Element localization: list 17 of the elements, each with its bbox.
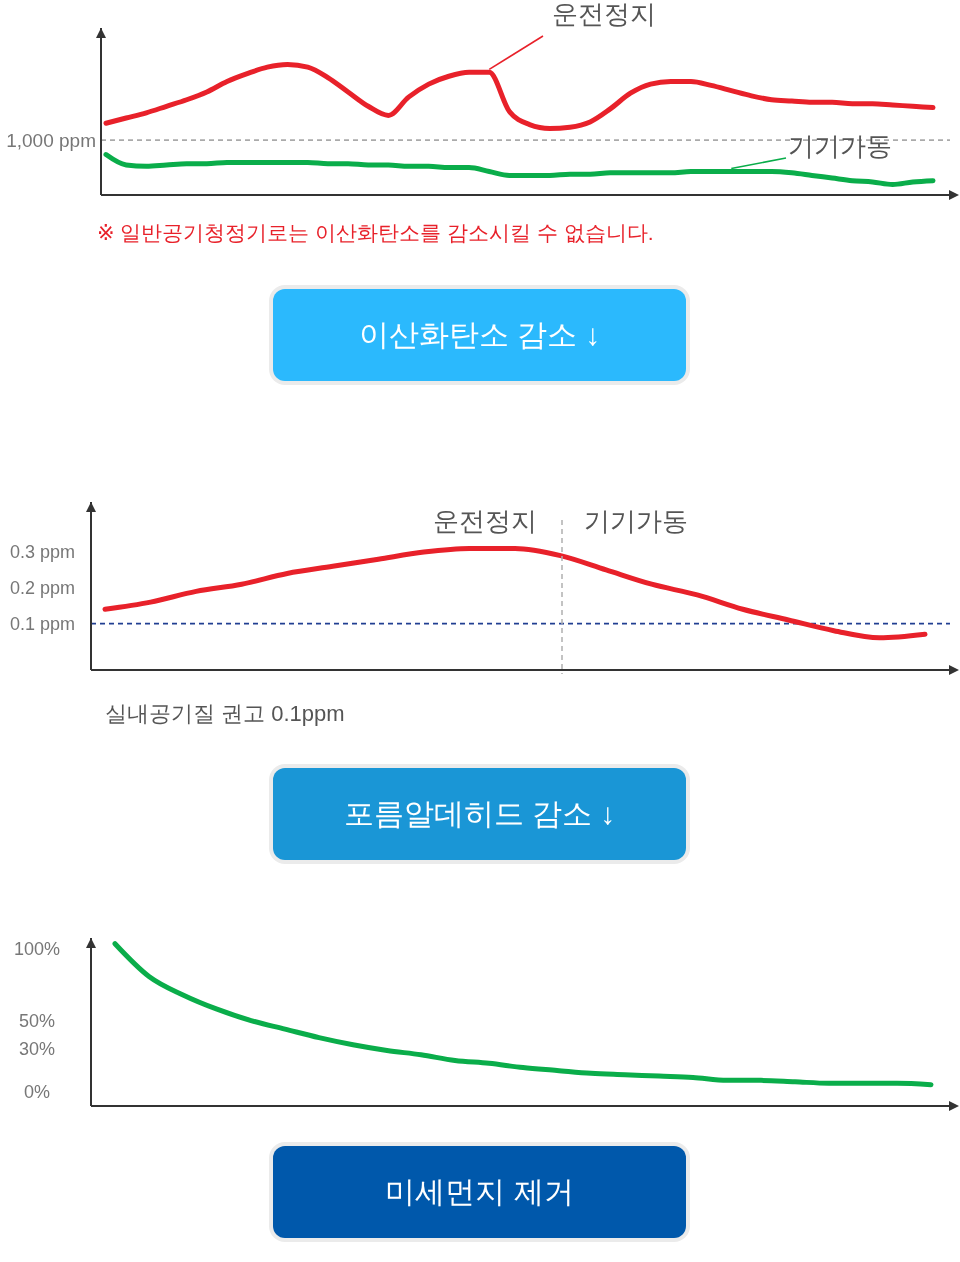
y-tick-label: 50% [18, 1010, 56, 1031]
button: 포름알데히드 감소 ↓ [269, 764, 690, 864]
y-tick-label: 100% [13, 939, 61, 960]
text: 실내공기질 권고 0.1ppm [105, 700, 345, 726]
ref-line-label: 1,000 ppm [6, 129, 96, 151]
y-tick-label: 0% [23, 1081, 51, 1102]
text: ※ 일반공기청정기로는 이산화탄소를 감소시킬 수 없습니다. [97, 220, 654, 244]
button: 이산화탄소 감소 ↓ [269, 285, 690, 385]
annotation: 기기가동 [584, 506, 688, 536]
button: 미세먼지 제거 [269, 1142, 690, 1242]
annotation: 운전정지 [433, 506, 537, 536]
y-tick-label: 0.3 ppm [9, 542, 75, 563]
y-tick-label: 0.1 ppm [9, 613, 75, 634]
legend-label: 기기가동 [788, 131, 892, 161]
text: 운전정지 [552, 0, 656, 29]
y-tick-label: 30% [18, 1039, 56, 1060]
y-tick-label: 0.2 ppm [9, 577, 75, 598]
